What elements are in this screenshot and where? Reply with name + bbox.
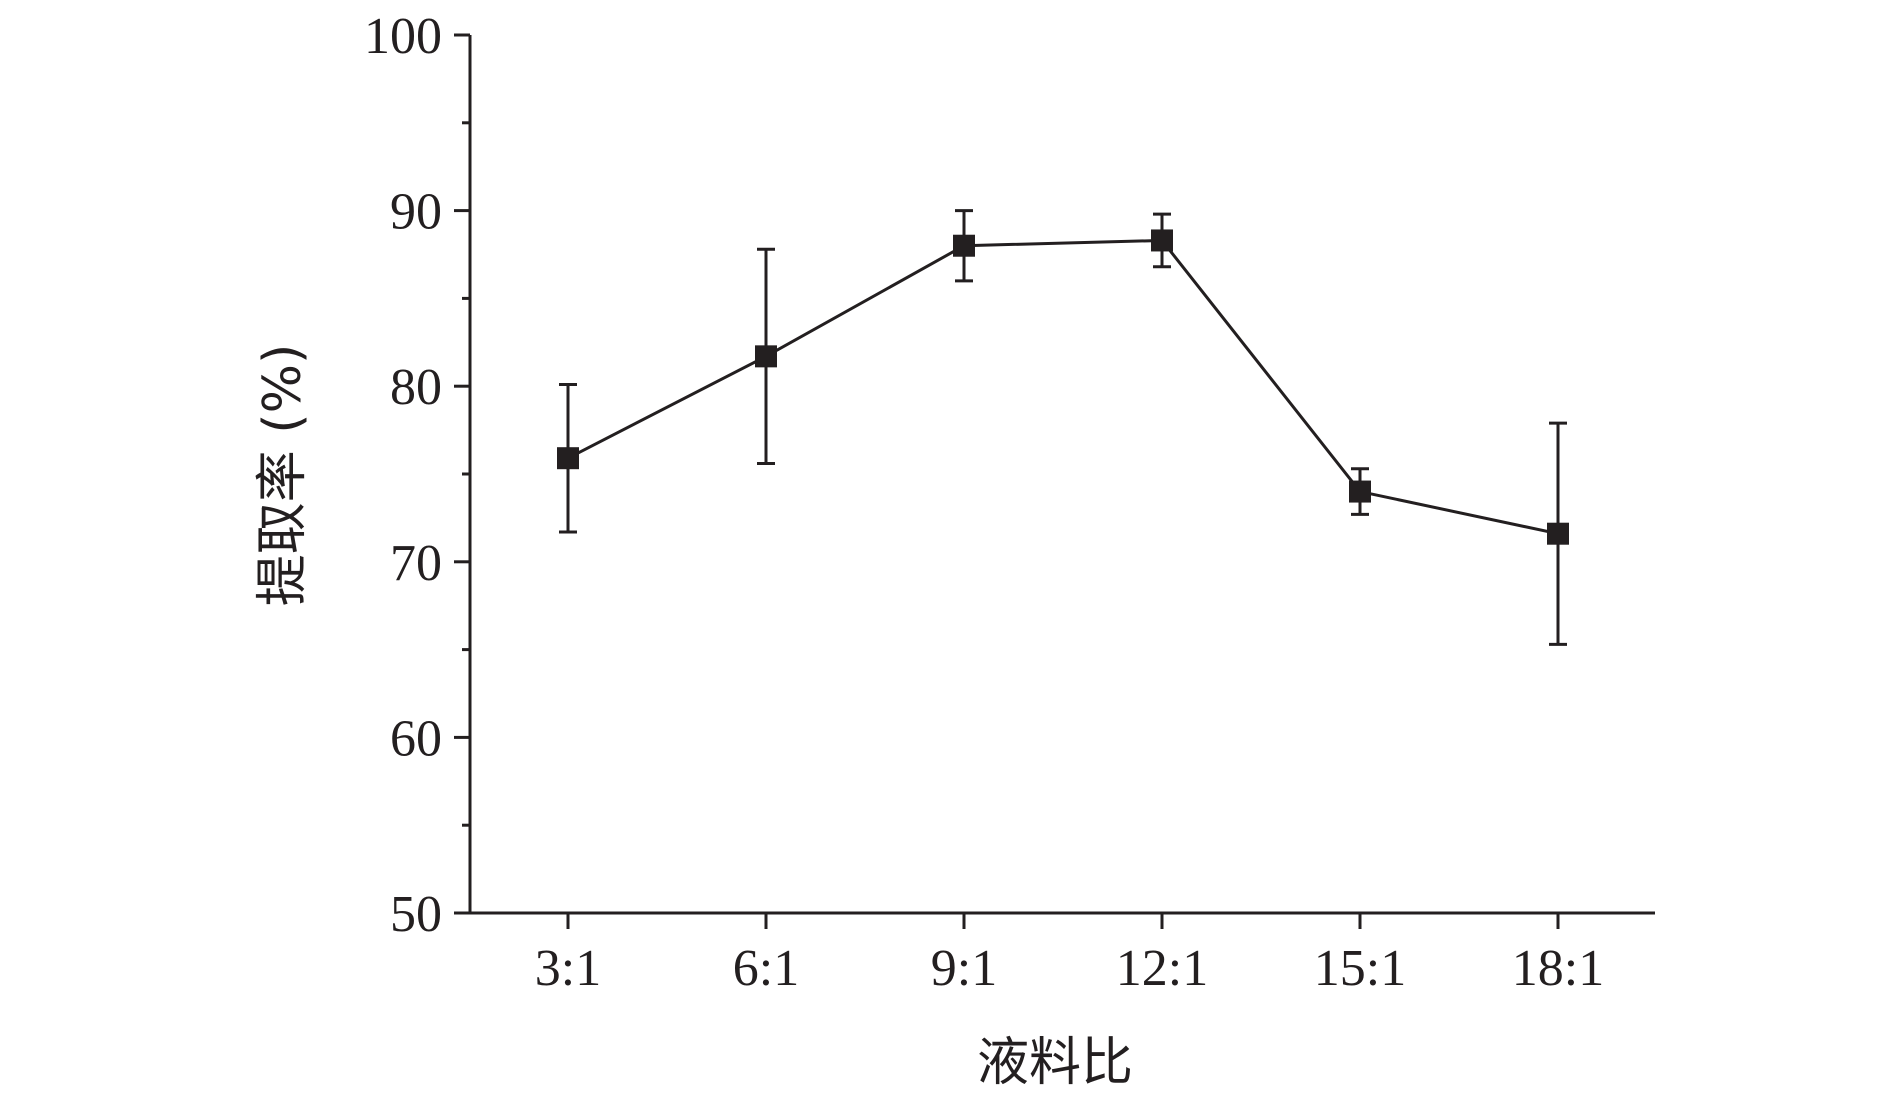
y-ticks: 50 60 70 80 90 100 [364,8,470,943]
data-point [755,345,777,368]
data-point [1547,522,1569,545]
x-ticks: 3:1 6:1 9:1 12:1 15:1 18:1 [535,913,1604,997]
data-point [1349,480,1371,503]
data-point [1151,229,1173,252]
data-markers [557,229,1569,545]
axes [468,35,1655,915]
x-tick-label: 15:1 [1314,940,1406,997]
y-tick-label: 50 [390,886,442,943]
data-point [953,234,975,257]
x-tick-label: 18:1 [1512,940,1604,997]
y-tick-label: 100 [364,8,442,65]
series-line [567,238,1559,536]
data-point [557,447,579,470]
y-tick-label: 70 [390,535,442,592]
error-bars [559,209,1567,646]
x-tick-label: 9:1 [931,940,997,997]
x-tick-label: 6:1 [733,940,799,997]
x-axis-title: 液料比 [977,1033,1133,1093]
y-tick-label: 90 [390,184,442,241]
x-tick-label: 3:1 [535,940,601,997]
y-axis-title: 提取率 (%) [253,344,313,607]
y-tick-label: 80 [390,359,442,416]
y-tick-label: 60 [390,710,442,767]
x-tick-label: 12:1 [1116,940,1208,997]
